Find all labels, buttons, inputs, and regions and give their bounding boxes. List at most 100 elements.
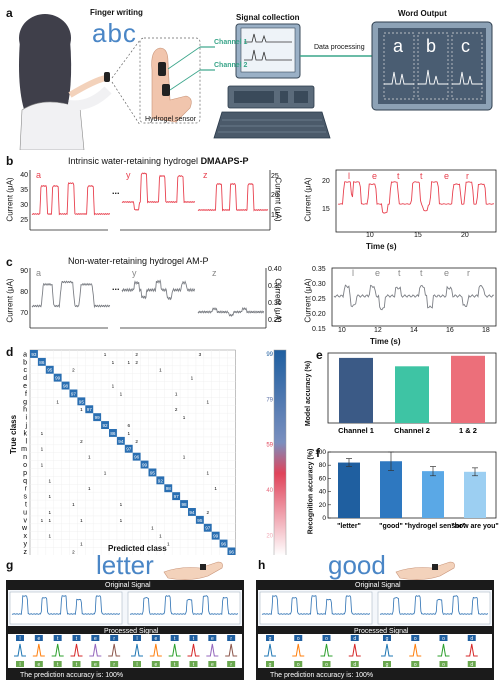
cm-off-value: 2 [135, 360, 138, 365]
cm-diag-cell-f [69, 389, 78, 398]
cm-diag-cell-q [156, 476, 165, 485]
cm-diag-cell-g [77, 397, 86, 406]
h-screen-letter-box-bottom [439, 661, 448, 667]
g-screen-letter-box-top [110, 635, 119, 641]
cm-diag-value-u: 94 [189, 510, 195, 515]
cm-diag-value-t: 98 [181, 502, 187, 507]
cm-row-label-o: o [23, 462, 27, 469]
g-screen-letter-bottom: t [57, 662, 59, 668]
b-inset-frame [335, 169, 497, 233]
cm-row-label-t: t [25, 502, 27, 509]
panel-b-inset-ylabel: Current (μA) [303, 177, 313, 222]
cm-off-value: 1 [41, 447, 44, 452]
g-screen-letter-top: e [37, 636, 40, 642]
g-screen-letter-top: e [211, 636, 214, 642]
cm-row-label-g: g [23, 399, 27, 406]
h-screen-letter-bottom: d [353, 662, 356, 668]
cm-off-value: 2 [72, 549, 75, 554]
cm-diag-cell-t [180, 500, 188, 508]
h-screen-letter-top: d [470, 636, 473, 642]
c-inset-trace [333, 284, 494, 311]
cm-off-value: 1 [80, 518, 83, 523]
f-category-label-3: "how are you" [451, 523, 498, 530]
cm-row-label-e: e [23, 383, 27, 390]
computer-illustration [213, 23, 331, 139]
h-screen-letter-bottom: o [442, 662, 445, 668]
cm-row-label-f: f [25, 391, 27, 398]
panel-g-label: g [6, 558, 14, 572]
cm-diag-value-y: 96 [221, 542, 227, 547]
e-bar-1 [395, 366, 429, 423]
cm-off-value: 1 [159, 368, 162, 373]
abc-text: abc [92, 18, 137, 48]
cm-off-value: 1 [88, 455, 91, 460]
panel-c-ylabel-left: Current (μA) [5, 278, 15, 323]
cm-row-label-a: a [23, 351, 27, 358]
colorbar-tick: 40 [266, 488, 273, 494]
g-screen-letter-box-top [16, 635, 24, 641]
cm-diag-value-a: 93 [31, 352, 37, 357]
cm-off-value: 1 [56, 399, 59, 404]
cm-row-label-r: r [25, 486, 28, 493]
cm-row-label-n: n [23, 454, 27, 461]
g-screen-letter-box-bottom [53, 661, 62, 667]
g-screen-letter-box-bottom [91, 661, 100, 667]
h-screen-letter-box-bottom [266, 661, 274, 667]
panel-b-letter-z: z [203, 170, 208, 180]
g-screen-letter-bottom: r [230, 662, 232, 668]
h-screen-letter-box-top [383, 635, 391, 641]
cm-diag-value-v: 95 [197, 518, 203, 523]
g-screen-letter-box-top [208, 635, 217, 641]
b-trace-z [197, 182, 268, 212]
cm-diag-cell-r [164, 484, 173, 493]
cm-diag-value-r: 98 [166, 486, 172, 491]
cm-diag-value-o: 99 [142, 463, 148, 468]
cm-diag-cell-u [188, 508, 196, 516]
g-screen-letter-box-bottom [208, 661, 217, 667]
cm-off-value: 2 [135, 352, 138, 357]
channel1-label: Channel 1 [214, 39, 248, 46]
b-trace-a [31, 182, 110, 216]
cm-diag-cell-o [140, 460, 149, 469]
g-screen-letter-bottom: l [136, 662, 137, 668]
h-screen-letter-bottom: o [325, 662, 328, 668]
panel-c-ellipsis: ... [112, 282, 120, 292]
cm-diag-cell-s [172, 492, 181, 501]
finger-writing-label: Finger writing [90, 8, 143, 17]
cm-off-value: 1 [48, 534, 51, 539]
panel-b-main-plot [29, 170, 271, 231]
cm-diag-value-w: 97 [205, 526, 211, 531]
channel2-label: Channel 2 [214, 62, 248, 69]
cm-off-value: 1 [120, 502, 123, 507]
f-ytick: 0 [322, 515, 326, 522]
g-screen-letter-top: t [174, 636, 176, 642]
panel-g-hand-icon [163, 561, 223, 580]
h-screen-letter-box-top [411, 635, 420, 641]
cm-off-value: 1 [104, 352, 107, 357]
panel-h-prediction: The prediction accuracy is: 100% [270, 672, 374, 679]
panel-c-letter-a: a [36, 268, 42, 278]
cm-off-value: 1 [112, 360, 115, 365]
panel-e-label: e [316, 348, 323, 362]
cm-row-label-h: h [23, 407, 27, 414]
cm-off-value: 1 [48, 510, 51, 515]
g-screen-letter-top: e [154, 636, 157, 642]
panel-h-label: h [258, 558, 266, 572]
h-screen-letter-top: g [386, 636, 389, 642]
cm-off-value: 1 [48, 478, 51, 483]
g-screen-letter-box-top [91, 635, 100, 641]
g-screen-letter-top: t [76, 636, 78, 642]
colorbar-tick: 20 [266, 533, 273, 539]
g-screen-letter-top: t [193, 636, 195, 642]
panel-a-label: a [6, 6, 13, 20]
panel-c-inset-plot [331, 267, 497, 327]
colorbar-tick: 79 [266, 397, 273, 403]
cm-off-value: 2 [80, 439, 83, 444]
g-screen-letter-bottom: e [154, 662, 157, 668]
cm-off-value: 1 [127, 360, 130, 365]
f-bar-0 [338, 462, 360, 518]
cm-off-value: 1 [88, 486, 91, 491]
g-screen-letter-top: e [94, 636, 97, 642]
c-inset-frame [331, 267, 497, 327]
panel-c-plots [29, 267, 497, 329]
